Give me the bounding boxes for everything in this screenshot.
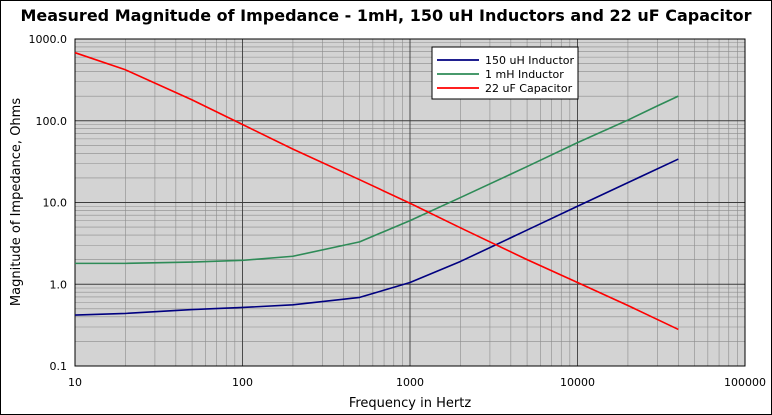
y-tick-label: 0.1 bbox=[50, 360, 68, 373]
legend-label: 150 uH Inductor bbox=[485, 54, 574, 67]
x-tick-label: 10 bbox=[68, 376, 82, 389]
chart-title: Measured Magnitude of Impedance - 1mH, 1… bbox=[20, 6, 752, 25]
y-tick-label: 100.0 bbox=[36, 115, 68, 128]
y-tick-label: 1000.0 bbox=[29, 33, 68, 46]
x-axis-label: Frequency in Hertz bbox=[349, 396, 471, 411]
x-tick-label: 100 bbox=[232, 376, 253, 389]
x-tick-label: 10000 bbox=[560, 376, 595, 389]
legend-label: 22 uF Capacitor bbox=[485, 82, 573, 95]
y-tick-label: 1.0 bbox=[50, 278, 68, 291]
legend-box bbox=[431, 46, 579, 100]
x-tick-label: 1000 bbox=[396, 376, 424, 389]
y-tick-label: 10.0 bbox=[43, 197, 68, 210]
legend-label: 1 mH Inductor bbox=[485, 68, 564, 81]
x-tick-label: 100000 bbox=[724, 376, 766, 389]
plot-border bbox=[74, 38, 746, 367]
y-axis-label: Magnitude of Impedance, Ohms bbox=[9, 98, 24, 306]
series-lines bbox=[74, 51, 679, 331]
series-line-1-mh-inductor bbox=[75, 95, 679, 265]
series-line-22-uf-capacitor bbox=[74, 51, 679, 331]
tick-labels: 10 100 1000 10000 100000 0.1 1.0 10.0 100.0 1000.… bbox=[29, 33, 767, 389]
series-line-150-uh-inductor bbox=[74, 158, 679, 316]
